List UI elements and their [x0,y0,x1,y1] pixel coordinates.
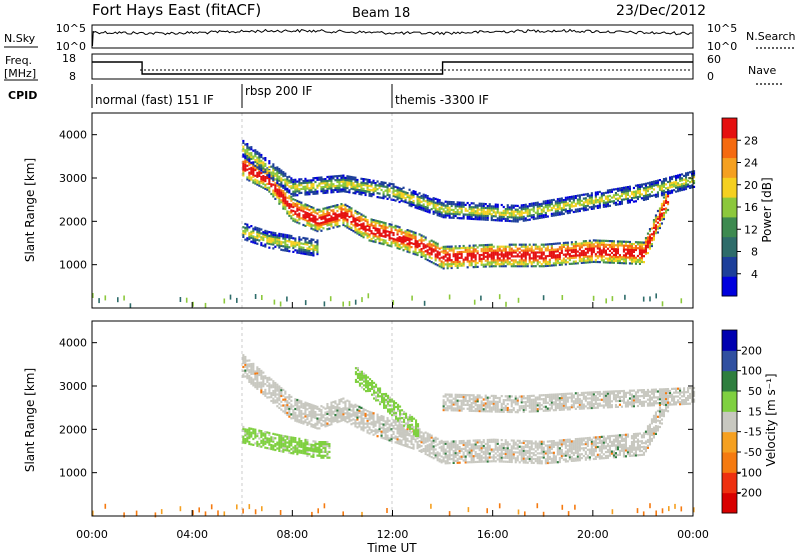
colorbar-swatch [722,256,737,276]
colorbar-tick-label: -15 [744,426,762,439]
colorbar-swatch [722,197,737,217]
colorbar-swatch [722,452,737,473]
colorbar-tick-label: 16 [744,201,758,214]
colorbar-tick-label: 15 [748,405,762,418]
y-tick-label: 2000 [59,423,87,436]
colorbar-tick-label: 12 [744,223,758,236]
freq-tick-bottom: 8 [69,70,76,83]
x-tick-label: 12:00 [377,528,409,541]
nsearch-tick-bottom: 10^0 [707,40,737,53]
colorbar-tick-label: -100 [737,466,762,479]
cpid-segment-normal: normal (fast) 151 IF [95,93,214,107]
colorbar-swatch [722,371,737,392]
colorbar-swatch [722,217,737,237]
y-tick-label: 3000 [59,380,87,393]
colorbar-swatch [722,118,737,138]
sky-panel: N.Sky 10^5 10^0 10^5 10^0 N.Search [4,22,796,53]
colorbar-tick-label: 20 [744,179,758,192]
date-label: 23/Dec/2012 [616,3,706,19]
freq-frame [92,54,693,79]
colorbar-swatch [722,432,737,453]
colorbar-swatch [722,493,737,514]
nave-tick-bottom: 0 [707,70,714,83]
x-axis-label: Time UT [366,541,417,554]
x-tick-label: 00:00 [76,528,108,541]
velocity-colorbar-label: Velocity [m s⁻¹] [764,373,778,466]
nsky-label: N.Sky [4,32,36,45]
nave-tick-top: 60 [707,53,721,66]
cpid-label: CPID [8,89,37,102]
y-tick-label: 2000 [59,215,87,228]
colorbar-tick-label: 24 [744,157,758,170]
colorbar-swatch [722,138,737,158]
site-title: Fort Hays East (fitACF) [92,1,261,19]
nsearch-label: N.Search [746,30,796,43]
cpid-segment-rbsp: rbsp 200 IF [245,84,312,98]
colorbar-tick-label: 100 [741,365,762,378]
x-tick-label: 04:00 [176,528,208,541]
y-tick-label: 4000 [59,337,87,350]
x-tick-label: 00:00 [677,528,709,541]
nsky-tick-top: 10^5 [56,22,86,35]
power-colorbar-label: Power [dB] [760,177,774,242]
colorbar-swatch [722,330,737,351]
colorbar-swatch [722,472,737,493]
colorbar-swatch [722,276,737,296]
nsearch-tick-top: 10^5 [707,22,737,35]
freq-panel: Freq. [MHz] 18 8 60 0 Nave [4,52,782,84]
x-tick-label: 16:00 [477,528,509,541]
colorbar-swatch [722,350,737,371]
colorbar-swatch [722,158,737,178]
colorbar-tick-label: 28 [744,134,758,147]
colorbar-swatch [722,391,737,412]
nave-label: Nave [748,64,776,77]
colorbar-tick-label: -50 [744,446,762,459]
y-tick-label: 3000 [59,172,87,185]
cpid-row: CPID normal (fast) 151 IF rbsp 200 IF th… [8,84,489,108]
freq-label-1: Freq. [5,54,32,67]
power-ylabel: Slant Range [km] [23,158,37,262]
cpid-segment-themis: themis -3300 IF [395,93,489,107]
colorbar-swatch [722,177,737,197]
y-tick-label: 1000 [59,259,87,272]
x-tick-label: 20:00 [577,528,609,541]
velocity-colorbar: 200 100 50 15 -15 -50 -100 -200 [722,330,762,514]
colorbar-tick-label: 8 [751,246,758,259]
colorbar-swatch [722,411,737,432]
power-panel: 1000 2000 3000 4000 Slant Range [km] 28 24 20… [23,113,774,308]
colorbar-tick-label: 50 [748,385,762,398]
y-tick-label: 4000 [59,129,87,142]
x-tick-label: 08:00 [276,528,308,541]
colorbar-tick-label: 4 [751,268,758,281]
freq-tick-top: 18 [62,52,76,65]
power-colorbar: 28 24 20 16 12 8 4 [722,118,758,297]
velocity-panel: 1000 2000 3000 4000 Slant Range [km] 200 100… [23,302,778,554]
beam-label: Beam 18 [352,6,410,21]
colorbar-tick-label: -200 [737,487,762,500]
sky-frame [92,25,693,48]
velocity-ylabel: Slant Range [km] [23,368,37,472]
freq-label-2: [MHz] [4,67,36,80]
y-tick-label: 1000 [59,467,87,480]
colorbar-swatch [722,237,737,257]
colorbar-tick-label: 200 [741,344,762,357]
